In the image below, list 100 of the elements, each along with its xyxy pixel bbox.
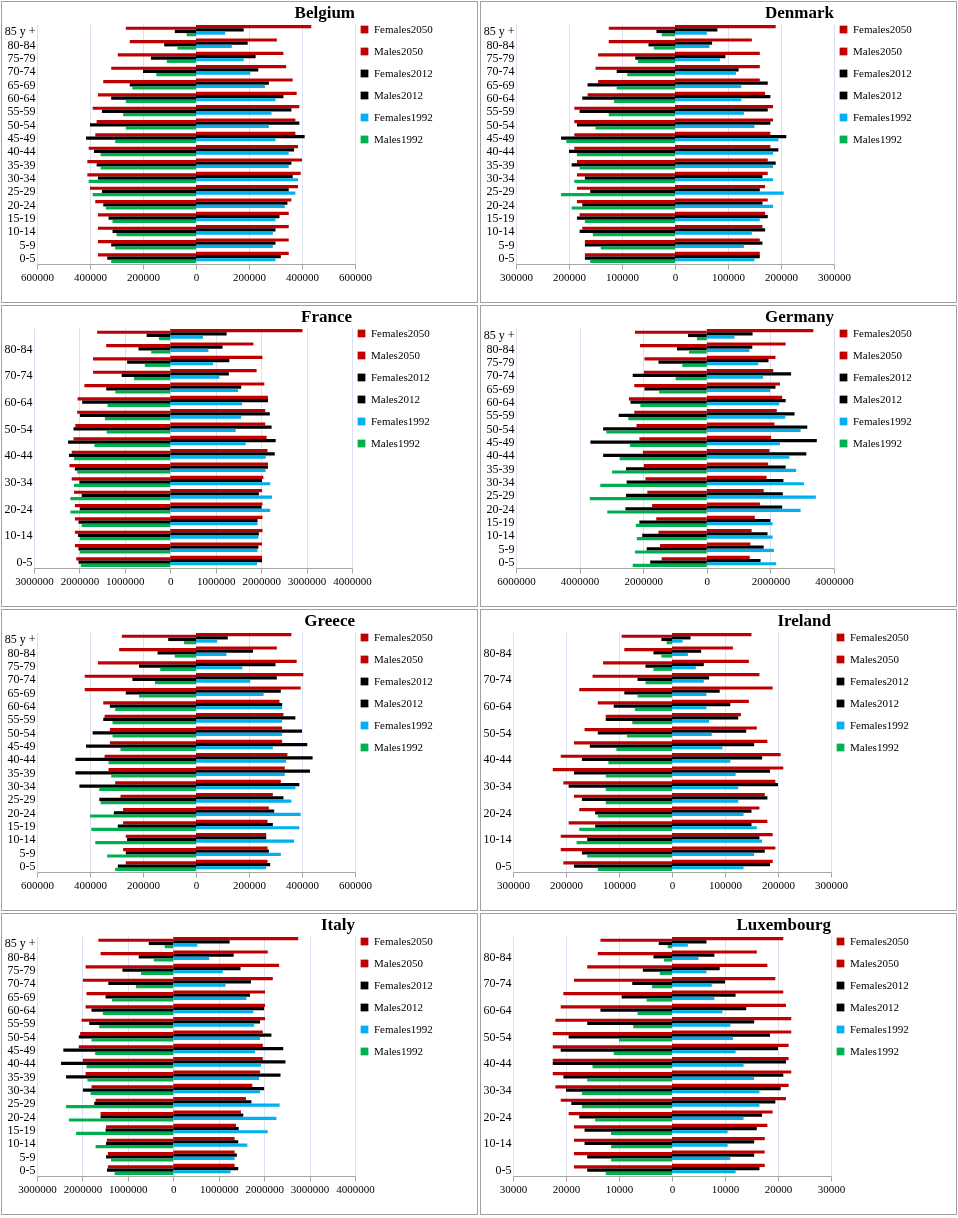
y-tick-label: 85 y + bbox=[483, 328, 515, 343]
x-tick-label: 2000000 bbox=[245, 1182, 285, 1195]
bar bbox=[576, 153, 675, 157]
bar bbox=[672, 1063, 744, 1067]
bar bbox=[672, 1143, 728, 1147]
bar bbox=[173, 1063, 261, 1067]
y-tick-label: 45-49 bbox=[486, 434, 515, 449]
bar bbox=[196, 31, 226, 35]
y-tick-label: 80-84 bbox=[7, 949, 36, 964]
bar bbox=[196, 772, 285, 776]
bar bbox=[196, 58, 244, 62]
bar bbox=[115, 707, 196, 711]
bar bbox=[173, 1010, 254, 1014]
y-tick-label: 20-24 bbox=[483, 1109, 512, 1124]
bar bbox=[706, 402, 780, 406]
y-tick-label: 65-69 bbox=[486, 381, 515, 396]
bar bbox=[706, 468, 797, 472]
y-tick-label: 70-74 bbox=[483, 976, 512, 991]
y-tick-label: 50-54 bbox=[483, 1029, 512, 1044]
bar bbox=[107, 403, 171, 407]
bar bbox=[637, 1011, 672, 1015]
y-tick-label: 5-9 bbox=[19, 237, 36, 252]
bar bbox=[672, 996, 715, 1000]
bar bbox=[616, 86, 675, 90]
bar bbox=[675, 138, 779, 142]
legend-label: Males1992 bbox=[371, 436, 420, 449]
bar bbox=[70, 497, 171, 501]
bar bbox=[659, 390, 707, 394]
bar bbox=[672, 652, 688, 656]
y-tick-label: 70-74 bbox=[7, 976, 36, 991]
x-tick-label: 100000 bbox=[606, 270, 640, 283]
bar bbox=[611, 1131, 672, 1135]
bar bbox=[99, 787, 196, 791]
bar bbox=[196, 71, 251, 75]
bar bbox=[79, 537, 171, 541]
y-tick-label: 75-79 bbox=[486, 354, 515, 369]
legend-label: Males2050 bbox=[850, 652, 900, 665]
bar bbox=[196, 124, 269, 128]
bar bbox=[675, 218, 760, 222]
legend-label: Females2012 bbox=[374, 674, 433, 687]
y-tick-label: 65-69 bbox=[486, 77, 515, 92]
x-tick-label: 400000 bbox=[74, 270, 108, 283]
bar bbox=[579, 827, 672, 831]
y-tick-label: 20-24 bbox=[7, 1109, 36, 1124]
bar bbox=[607, 510, 707, 514]
bar bbox=[170, 388, 238, 392]
bar bbox=[196, 666, 243, 670]
bar bbox=[597, 867, 672, 871]
bar bbox=[634, 550, 707, 554]
bar bbox=[196, 218, 276, 222]
x-tick-label: 20000 bbox=[552, 1182, 581, 1195]
bar bbox=[672, 786, 739, 790]
x-tick-label: 6000000 bbox=[497, 574, 537, 587]
bar bbox=[112, 219, 196, 223]
y-tick-label: 40-44 bbox=[483, 752, 512, 767]
y-tick-label: 55-59 bbox=[7, 104, 36, 119]
x-tick-label: 100000 bbox=[712, 270, 746, 283]
bar bbox=[173, 983, 226, 987]
legend-label: Males2012 bbox=[374, 696, 423, 709]
bar bbox=[672, 759, 731, 763]
bar bbox=[170, 522, 258, 526]
x-tick-label: 200000 bbox=[233, 878, 267, 891]
y-tick-label: 25-29 bbox=[7, 792, 36, 807]
y-tick-label: 70-74 bbox=[486, 368, 515, 383]
chart-title: Belgium bbox=[294, 3, 355, 22]
bar bbox=[632, 721, 672, 725]
legend-label: Males2012 bbox=[371, 392, 420, 405]
bar bbox=[706, 482, 805, 486]
bar bbox=[154, 681, 196, 685]
bar bbox=[581, 1105, 672, 1109]
y-tick-label: 50-54 bbox=[7, 117, 36, 132]
legend-label: Males2050 bbox=[374, 956, 424, 969]
bar bbox=[613, 1051, 672, 1055]
y-tick-label: 35-39 bbox=[486, 157, 515, 172]
x-tick-label: 400000 bbox=[286, 878, 320, 891]
y-tick-label: 40-44 bbox=[483, 1056, 512, 1071]
y-tick-label: 15-19 bbox=[7, 1122, 36, 1137]
x-tick-label: 300000 bbox=[500, 270, 534, 283]
bar bbox=[111, 998, 174, 1002]
bar bbox=[116, 233, 196, 237]
y-tick-label: 80-84 bbox=[7, 37, 36, 52]
legend-label: Females2012 bbox=[853, 66, 912, 79]
bar bbox=[120, 747, 196, 751]
bar bbox=[672, 1010, 723, 1014]
bar bbox=[682, 363, 707, 367]
x-tick-label: 200000 bbox=[553, 270, 587, 283]
bar bbox=[86, 1065, 174, 1069]
legend-label: Females2050 bbox=[374, 934, 434, 947]
legend-label: Females1992 bbox=[850, 1022, 909, 1035]
y-tick-label: 60-64 bbox=[4, 394, 33, 409]
bar bbox=[173, 1130, 268, 1134]
legend-label: Males1992 bbox=[853, 132, 902, 145]
bar bbox=[706, 522, 773, 526]
y-tick-label: 75-79 bbox=[7, 50, 36, 65]
bar bbox=[675, 98, 742, 102]
y-tick-label: 35-39 bbox=[7, 157, 36, 172]
y-tick-label: 60-64 bbox=[483, 698, 512, 713]
bar bbox=[95, 1145, 174, 1149]
legend-label: Males2012 bbox=[853, 392, 902, 405]
legend-label: Males1992 bbox=[853, 436, 902, 449]
